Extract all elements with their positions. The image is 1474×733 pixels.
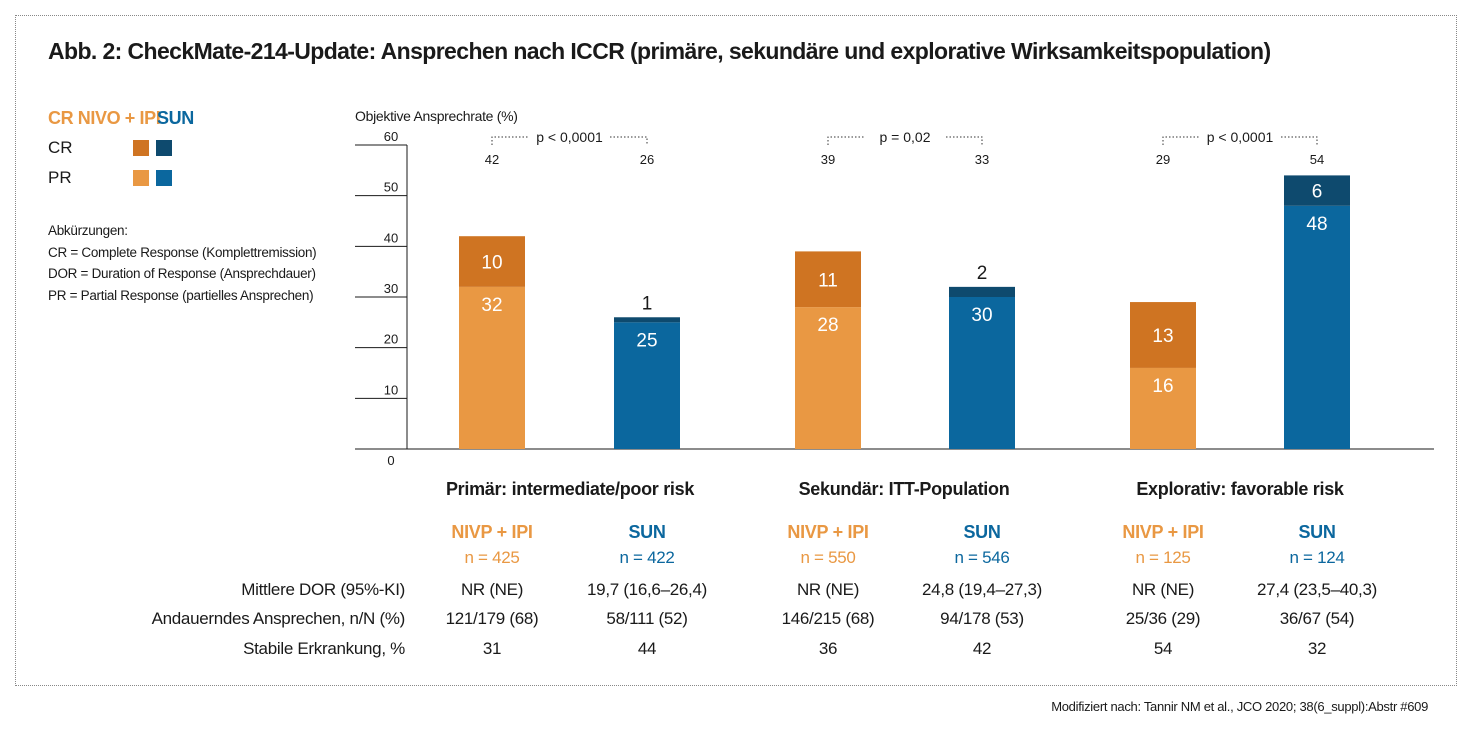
table-row-label: Mittlere DOR (95%-KI) <box>241 580 405 599</box>
arm-n: n = 124 <box>1289 548 1345 567</box>
bar-total-label: 33 <box>975 152 989 167</box>
table-cell: 54 <box>1153 639 1173 658</box>
y-tick-label: 20 <box>384 332 398 347</box>
table-cell: 25/36 (29) <box>1125 609 1201 628</box>
bar-total-label: 39 <box>821 152 835 167</box>
y-axis-label: Objektive Ansprechrate (%) <box>355 108 518 124</box>
arm-name: NIVP + IPI <box>1122 522 1204 542</box>
bar-total-label: 42 <box>485 152 499 167</box>
bar-label-cr: 6 <box>1312 182 1323 203</box>
arm-n: n = 425 <box>464 548 520 567</box>
bar-label-cr: 11 <box>818 270 838 291</box>
table-row-label: Stabile Erkrankung, % <box>243 639 405 658</box>
bar-total-label: 29 <box>1156 152 1170 167</box>
bar-label-cr: 10 <box>481 253 502 274</box>
bar-label-pr: 32 <box>481 295 502 316</box>
legend-swatch-nivo-cr <box>133 140 149 156</box>
legend-swatch-nivo-pr <box>133 170 149 186</box>
table-cell: NR (NE) <box>1131 580 1195 599</box>
bar-segment-cr <box>1130 302 1196 368</box>
p-value-bg <box>865 127 945 145</box>
y-tick-label: 0 <box>387 453 394 468</box>
arm-n: n = 546 <box>954 548 1010 567</box>
table-cell: 121/179 (68) <box>445 609 539 628</box>
table-cell: 146/215 (68) <box>781 609 875 628</box>
legend-swatch-sun-cr <box>156 140 172 156</box>
abbreviation-dor: DOR = Duration of Response (Ansprechdaue… <box>48 266 316 281</box>
bar-label-pr: 16 <box>1152 376 1173 397</box>
legend-head-nivo: CR NIVO + IPI <box>48 108 161 128</box>
table-cell: 31 <box>482 639 502 658</box>
arm-n: n = 422 <box>619 548 675 567</box>
abbreviations-heading: Abkürzungen: <box>48 223 128 238</box>
p-value-label: p = 0,02 <box>880 129 931 145</box>
y-tick-label: 30 <box>384 281 398 296</box>
arm-name: NIVP + IPI <box>451 522 533 542</box>
group-title-exploratory: Explorativ: favorable risk <box>1136 479 1344 499</box>
bar-segment-pr <box>1130 367 1196 449</box>
bar-label-pr: 48 <box>1306 214 1327 235</box>
y-tick-label: 10 <box>384 382 398 397</box>
abbreviations: Abkürzungen: CR = Complete Response (Kom… <box>48 220 317 306</box>
table-cell: 44 <box>637 639 657 658</box>
table-cell: 36 <box>818 639 838 658</box>
arm-n: n = 550 <box>800 548 856 567</box>
table-cell: 24,8 (19,4–27,3) <box>922 580 1042 599</box>
y-tick-label: 40 <box>384 230 398 245</box>
table-row-label: Andauerndes Ansprechen, n/N (%) <box>151 609 406 628</box>
bar-segment-cr <box>614 317 680 323</box>
bar-label-pr: 25 <box>636 330 657 351</box>
arm-n: n = 125 <box>1135 548 1191 567</box>
abbreviation-cr: CR = Complete Response (Komplettremissio… <box>48 244 317 260</box>
arm-name: SUN <box>1298 522 1336 542</box>
table-cell: NR (NE) <box>796 580 860 599</box>
p-value-bg <box>529 127 610 145</box>
bar-segment-pr <box>795 307 861 449</box>
bar-label-cr: 13 <box>1152 326 1173 347</box>
p-value-label: p < 0,0001 <box>536 129 603 145</box>
bar-label-cr: 2 <box>977 263 988 284</box>
legend-label-pr: PR <box>48 168 72 187</box>
table-cell: NR (NE) <box>460 580 524 599</box>
arm-name: SUN <box>628 522 666 542</box>
figure-title: Abb. 2: CheckMate-214-Update: Ansprechen… <box>48 38 1271 64</box>
bar-segment-cr <box>795 251 861 308</box>
table-cell: 27,4 (23,5–40,3) <box>1257 580 1377 599</box>
arm-name: SUN <box>963 522 1001 542</box>
bar-segment-cr <box>459 236 525 287</box>
legend-swatch-sun-pr <box>156 170 172 186</box>
bar-segment-pr <box>1284 205 1350 449</box>
figure-frame <box>15 15 1457 686</box>
group-title-primary: Primär: intermediate/poor risk <box>445 479 695 499</box>
bar-segment-pr <box>459 286 525 449</box>
table-cell: 32 <box>1307 639 1327 658</box>
table-cell: 36/67 (54) <box>1279 609 1355 628</box>
bar-segment-cr <box>1284 175 1350 206</box>
table-cell: 58/111 (52) <box>606 609 688 628</box>
bar-total-label: 54 <box>1310 152 1324 167</box>
bar-label-cr: 1 <box>642 293 653 314</box>
bar-segment-cr <box>949 286 1015 297</box>
y-tick-label: 50 <box>384 180 398 195</box>
legend-head-sun: SUN <box>157 108 194 128</box>
p-value-bg <box>1200 127 1280 145</box>
bar-segment-pr <box>614 322 680 449</box>
bar-label-pr: 30 <box>971 305 992 326</box>
bar-total-label: 26 <box>640 152 654 167</box>
arm-name: NIVP + IPI <box>787 522 869 542</box>
table-cell: 94/178 (53) <box>940 609 1024 628</box>
bar-segment-pr <box>949 297 1015 449</box>
p-value-label: p < 0,0001 <box>1207 129 1274 145</box>
legend-label-cr: CR <box>48 138 73 157</box>
bar-label-pr: 28 <box>817 315 838 336</box>
citation: Modifiziert nach: Tannir NM et al., JCO … <box>1051 699 1428 714</box>
table-cell: 19,7 (16,6–26,4) <box>587 580 707 599</box>
abbreviation-pr: PR = Partial Response (partielles Anspre… <box>48 287 314 303</box>
table-cell: 42 <box>972 639 992 658</box>
y-tick-label: 60 <box>384 129 398 144</box>
group-title-secondary: Sekundär: ITT-Population <box>798 479 1010 499</box>
